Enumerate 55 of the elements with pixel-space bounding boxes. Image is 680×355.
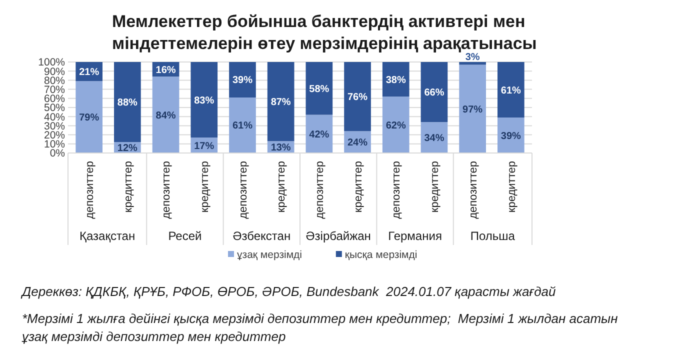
legend-label: ұзақ мерзімді [237,249,302,261]
data-label: 76% [348,92,368,104]
data-label: 61% [500,85,522,96]
x-tick-label: кредиттер [429,161,442,213]
data-label: 21% [79,67,100,78]
text: Әзірбайжан [306,229,371,243]
data-label: 3% [465,52,480,63]
x-tick-label: депозиттер [160,161,173,219]
bar [267,62,294,142]
text: Ресей [168,229,202,243]
data-label: 17% [194,140,214,152]
data-label: 38% [386,74,406,86]
data-label: 61% [232,120,253,132]
data-label: 84% [156,110,176,122]
x-tick-label: кредиттер [276,161,288,213]
data-label: 87% [270,97,291,108]
text: Әзбекстан [232,229,291,243]
bar [76,81,103,153]
data-label: 24% [348,138,368,149]
x-tick-label: кредиттер [352,161,364,213]
data-label: 62% [386,120,406,132]
bar [344,62,371,132]
x-tick-label: депозиттер [84,161,96,219]
data-label: 58% [309,84,330,95]
data-label: 39% [500,130,522,142]
data-label: 79% [79,112,100,124]
bar [190,62,218,138]
bar [114,62,141,142]
x-tick-label: депозиттер [390,161,403,219]
bar [459,62,486,65]
text: Польша [470,229,516,243]
text: Қазақстан [79,229,136,243]
data-label: 83% [194,95,214,106]
chart-title: Мемлекеттер бойынша банктердің активтері мен міндеттемелерін өтеу мерзімдерінің арақатынасы [112,12,537,53]
x-tick-label: кредиттер [122,161,134,213]
data-label: 34% [424,133,444,144]
legend-label: қысқа мерзімді [344,249,418,261]
data-label: 12% [117,143,138,154]
data-label: 13% [270,142,291,154]
data-label: 66% [424,88,444,99]
x-tick-label: депозиттер [314,161,326,219]
x-tick-label: кредиттер [506,161,518,213]
y-tick-label: 0% [50,148,65,160]
data-label: 42% [309,129,330,140]
x-tick-label: кредиттер [198,161,211,213]
data-label: 39% [232,75,253,86]
data-label: 97% [462,104,483,116]
data-label: 16% [156,64,176,76]
x-tick-label: депозиттер [237,161,250,219]
text: Германия [388,229,442,243]
data-label: 88% [117,98,138,109]
text: *Мерзімі 1 жылға дейінгі қысқа мерзімді депозиттер мен кредиттер; Мерзімі 1 жылдан асатын ұзақ мерзімді депозиттер мен кредиттер [21,311,618,344]
bar [459,64,486,153]
x-tick-label: депозиттер [467,161,480,219]
text: Дереккөз: ҚДКБҚ, ҚРҰБ, РФОБ, ӨРОБ, ӘРОБ, Bundesbank 2024.01.07 қарасты жағдай [20,284,556,299]
